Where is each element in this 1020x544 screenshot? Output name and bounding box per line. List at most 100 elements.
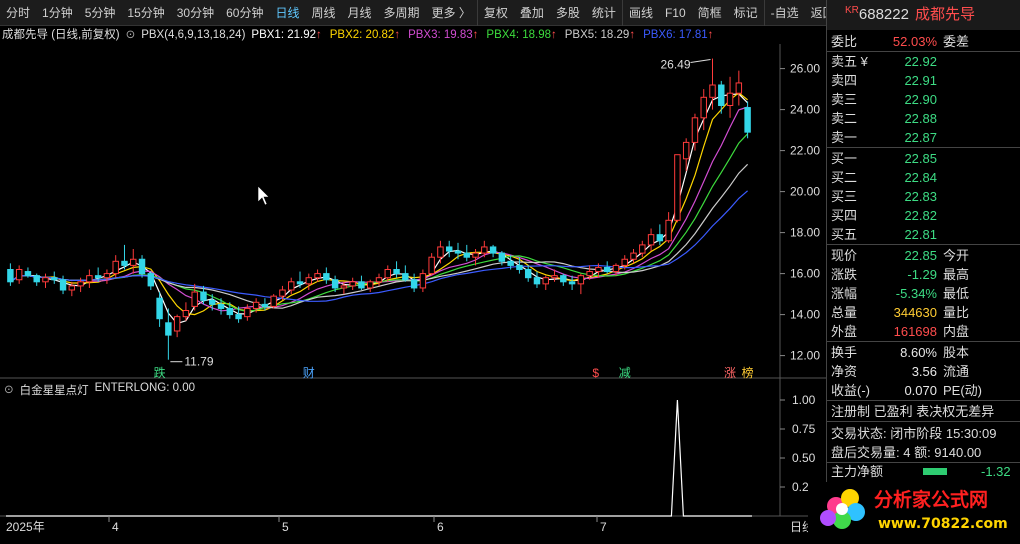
x-axis-label: 4 bbox=[112, 520, 119, 534]
toolbar-item-10[interactable]: 更多 〉 bbox=[431, 5, 471, 20]
toolbar-item-0[interactable]: 分时 bbox=[6, 5, 31, 20]
bid-row-2-value: 22.84 bbox=[904, 170, 937, 185]
pbx-value-3: PBX3: 19.83↑ bbox=[408, 29, 479, 41]
toolbar-item-3[interactable]: 15分钟 bbox=[127, 5, 165, 20]
sub-y-tick-label: 0.50 bbox=[792, 451, 816, 465]
stat2-row-2-label2: PE(动) bbox=[943, 383, 983, 398]
weibi-row-label2: 委差 bbox=[943, 34, 970, 49]
pbx-value-6: PBX6: 17.81↑ bbox=[643, 29, 714, 41]
bid-row-5: 买五 22.81 bbox=[827, 225, 1020, 244]
candle bbox=[288, 281, 295, 291]
flower-logo-icon bbox=[820, 489, 865, 529]
ask-row-1-value: 22.87 bbox=[904, 130, 937, 145]
toolbar-item-5[interactable]: 60分钟 bbox=[226, 5, 264, 20]
stat-row-3-value: 344630 bbox=[893, 305, 937, 320]
sub-indicator-name[interactable]: 白金星星点灯 bbox=[19, 385, 89, 397]
candle bbox=[560, 275, 567, 283]
candle bbox=[410, 279, 418, 289]
candle bbox=[516, 264, 523, 270]
toolbar-item-16[interactable]: F10 bbox=[664, 5, 686, 20]
candle bbox=[33, 275, 40, 283]
ask-row-1: 卖一 22.87 bbox=[827, 128, 1020, 147]
stat-row-0: 现价 22.85 今开 bbox=[827, 246, 1020, 265]
candle bbox=[59, 279, 67, 291]
toolbar-item-6[interactable]: 日线 bbox=[275, 5, 300, 20]
y-tick-label: 14.00 bbox=[790, 308, 820, 322]
toolbar-item-7[interactable]: 周线 bbox=[311, 5, 336, 20]
pbx-value-5: PBX5: 18.29↑ bbox=[564, 29, 636, 41]
toolbar-item-1[interactable]: 1分钟 bbox=[42, 5, 73, 20]
tags-row-label: 注册制 已盈利 表决权无差异 bbox=[831, 404, 995, 419]
toolbar-item-14[interactable]: 统计 bbox=[591, 5, 616, 20]
candle bbox=[24, 271, 32, 277]
bid-row-1: 买一 22.85 bbox=[827, 149, 1020, 168]
pbx-values: PBX1: 21.92↑ PBX2: 20.82↑ PBX3: 19.83↑ PBX4… bbox=[251, 27, 713, 43]
toolbar-item-17[interactable]: 简框 bbox=[697, 5, 722, 20]
candle bbox=[472, 252, 479, 258]
candle bbox=[568, 281, 576, 285]
ask-row-4-label: 卖四 bbox=[831, 73, 858, 88]
toolbar-item-18[interactable]: 标记 bbox=[733, 5, 758, 20]
candle bbox=[639, 244, 646, 254]
indicator-dropdown-icon[interactable]: ⊙ bbox=[125, 29, 136, 41]
indicator-name[interactable]: PBX(4,6,9,13,18,24) bbox=[141, 29, 246, 41]
candle bbox=[68, 285, 76, 291]
up-arrow-icon: ↑ bbox=[707, 29, 714, 41]
candle bbox=[428, 256, 435, 275]
up-arrow-icon: ↑ bbox=[629, 29, 636, 41]
stat2-row-0-label2: 股本 bbox=[943, 345, 970, 360]
bid-row-5-label: 买五 bbox=[831, 227, 858, 242]
stat-row-2-value: -5.34% bbox=[895, 286, 937, 301]
candle bbox=[647, 234, 655, 246]
candle bbox=[94, 275, 102, 279]
candle bbox=[103, 273, 111, 279]
candle bbox=[156, 297, 163, 320]
panel-divider bbox=[827, 421, 1020, 422]
stat-row-2-label: 涨幅 bbox=[831, 286, 858, 301]
candle bbox=[7, 269, 14, 283]
candle bbox=[524, 269, 532, 279]
candle bbox=[340, 285, 348, 289]
sub-indicator-icon[interactable]: ⊙ bbox=[4, 384, 14, 396]
event-marker: 财 bbox=[303, 366, 315, 380]
toolbar-item-2[interactable]: 5分钟 bbox=[84, 5, 116, 20]
toolbar-item-8[interactable]: 月线 bbox=[347, 5, 372, 20]
enterlong-line bbox=[6, 399, 752, 517]
candle bbox=[86, 275, 93, 283]
site-logo: 分析家公式网 www.70822.com bbox=[808, 482, 1020, 539]
toolbar-item-12[interactable]: 叠加 bbox=[519, 5, 544, 20]
candle bbox=[612, 264, 620, 273]
toolbar-item-11[interactable]: 复权 bbox=[476, 0, 514, 26]
toolbar-item-4[interactable]: 30分钟 bbox=[176, 5, 215, 20]
ask-row-2: 卖二 22.88 bbox=[827, 109, 1020, 128]
stat-row-4-label: 外盘 bbox=[831, 324, 858, 339]
stat-row-4: 外盘 161698 内盘 bbox=[827, 322, 1020, 341]
candle bbox=[656, 234, 664, 242]
chart-header: 成都先导 (日线,前复权) ⊙ PBX(4,6,9,13,18,24) PBX1… bbox=[2, 27, 826, 43]
candle bbox=[481, 246, 488, 254]
candle bbox=[252, 301, 260, 309]
candle bbox=[42, 277, 49, 283]
kline-chart[interactable]: 26.00 24.00 22.00 20.00 18.00 16.00 14.00 12.00… bbox=[0, 0, 826, 539]
ask-row-1-label: 卖一 bbox=[831, 130, 858, 145]
up-arrow-icon: ↑ bbox=[394, 29, 401, 41]
candle bbox=[165, 322, 172, 336]
toolbar-item-9[interactable]: 多周期 bbox=[383, 5, 420, 20]
candle bbox=[51, 277, 58, 281]
y-tick-label: 16.00 bbox=[790, 267, 820, 281]
toolbar-item-15[interactable]: 画线 bbox=[621, 0, 659, 26]
stat-row-1-label: 涨跌 bbox=[831, 267, 858, 282]
ask-row-3-value: 22.90 bbox=[904, 92, 937, 107]
stat2-row-2-value: 0.070 bbox=[904, 383, 937, 398]
panel-divider bbox=[827, 147, 1020, 148]
ask-row-5: 卖五 ¥ 22.92 bbox=[827, 52, 1020, 71]
candle bbox=[551, 275, 558, 279]
stat-row-2: 涨幅 -5.34% 最低 bbox=[827, 284, 1020, 303]
event-marker: 涨 bbox=[724, 365, 736, 380]
toolbar-item-13[interactable]: 多股 bbox=[555, 5, 580, 20]
bid-row-4-value: 22.82 bbox=[904, 208, 937, 223]
stat2-row-1: 净资 3.56 流通 bbox=[827, 362, 1020, 381]
stat-row-2-label2: 最低 bbox=[943, 286, 970, 301]
candle bbox=[77, 281, 84, 287]
toolbar-item-19[interactable]: -自选 bbox=[763, 0, 805, 26]
